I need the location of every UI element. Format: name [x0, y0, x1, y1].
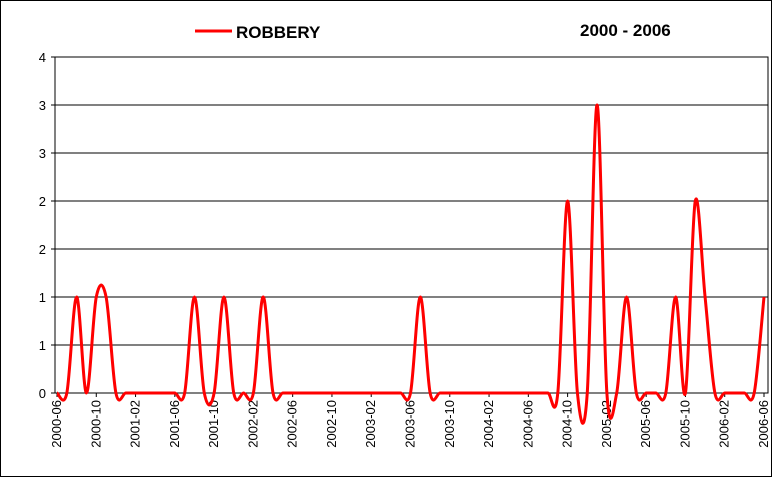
x-tick-label: 2004-06 — [520, 400, 535, 448]
y-tick-label: 2 — [39, 194, 46, 209]
y-tick-label: 0 — [39, 386, 46, 401]
x-tick-label: 2004-10 — [560, 400, 575, 448]
x-tick-label: 2003-06 — [403, 400, 418, 448]
x-tick-label: 2005-02 — [599, 400, 614, 448]
x-tick-label: 2001-10 — [206, 400, 221, 448]
x-tick-label: 2001-02 — [128, 400, 143, 448]
x-tick-label: 2006-02 — [717, 400, 732, 448]
x-tick-label: 2002-02 — [245, 400, 260, 448]
y-tick-label: 3 — [39, 98, 46, 113]
y-tick-label: 1 — [39, 338, 46, 353]
series-line — [55, 103, 766, 425]
x-tick-label: 2005-10 — [677, 400, 692, 448]
x-tick-label: 2004-02 — [481, 400, 496, 448]
x-tick-label: 2000-10 — [88, 400, 103, 448]
x-tick-label: 2003-10 — [442, 400, 457, 448]
legend-label: ROBBERY — [236, 23, 321, 42]
y-tick-label: 3 — [39, 146, 46, 161]
x-tick-label: 2002-10 — [324, 400, 339, 448]
x-tick-label: 2005-06 — [638, 400, 653, 448]
y-tick-label: 1 — [39, 290, 46, 305]
x-tick-label: 2003-02 — [363, 400, 378, 448]
y-tick-label: 4 — [39, 50, 46, 65]
annotation: 2000 - 2006 — [580, 21, 671, 40]
x-tick-label: 2002-06 — [285, 400, 300, 448]
y-tick-label: 2 — [39, 242, 46, 257]
x-tick-label: 2001-06 — [167, 400, 182, 448]
x-tick-label: 2000-06 — [49, 400, 64, 448]
x-tick-label: 2006-06 — [756, 400, 771, 448]
